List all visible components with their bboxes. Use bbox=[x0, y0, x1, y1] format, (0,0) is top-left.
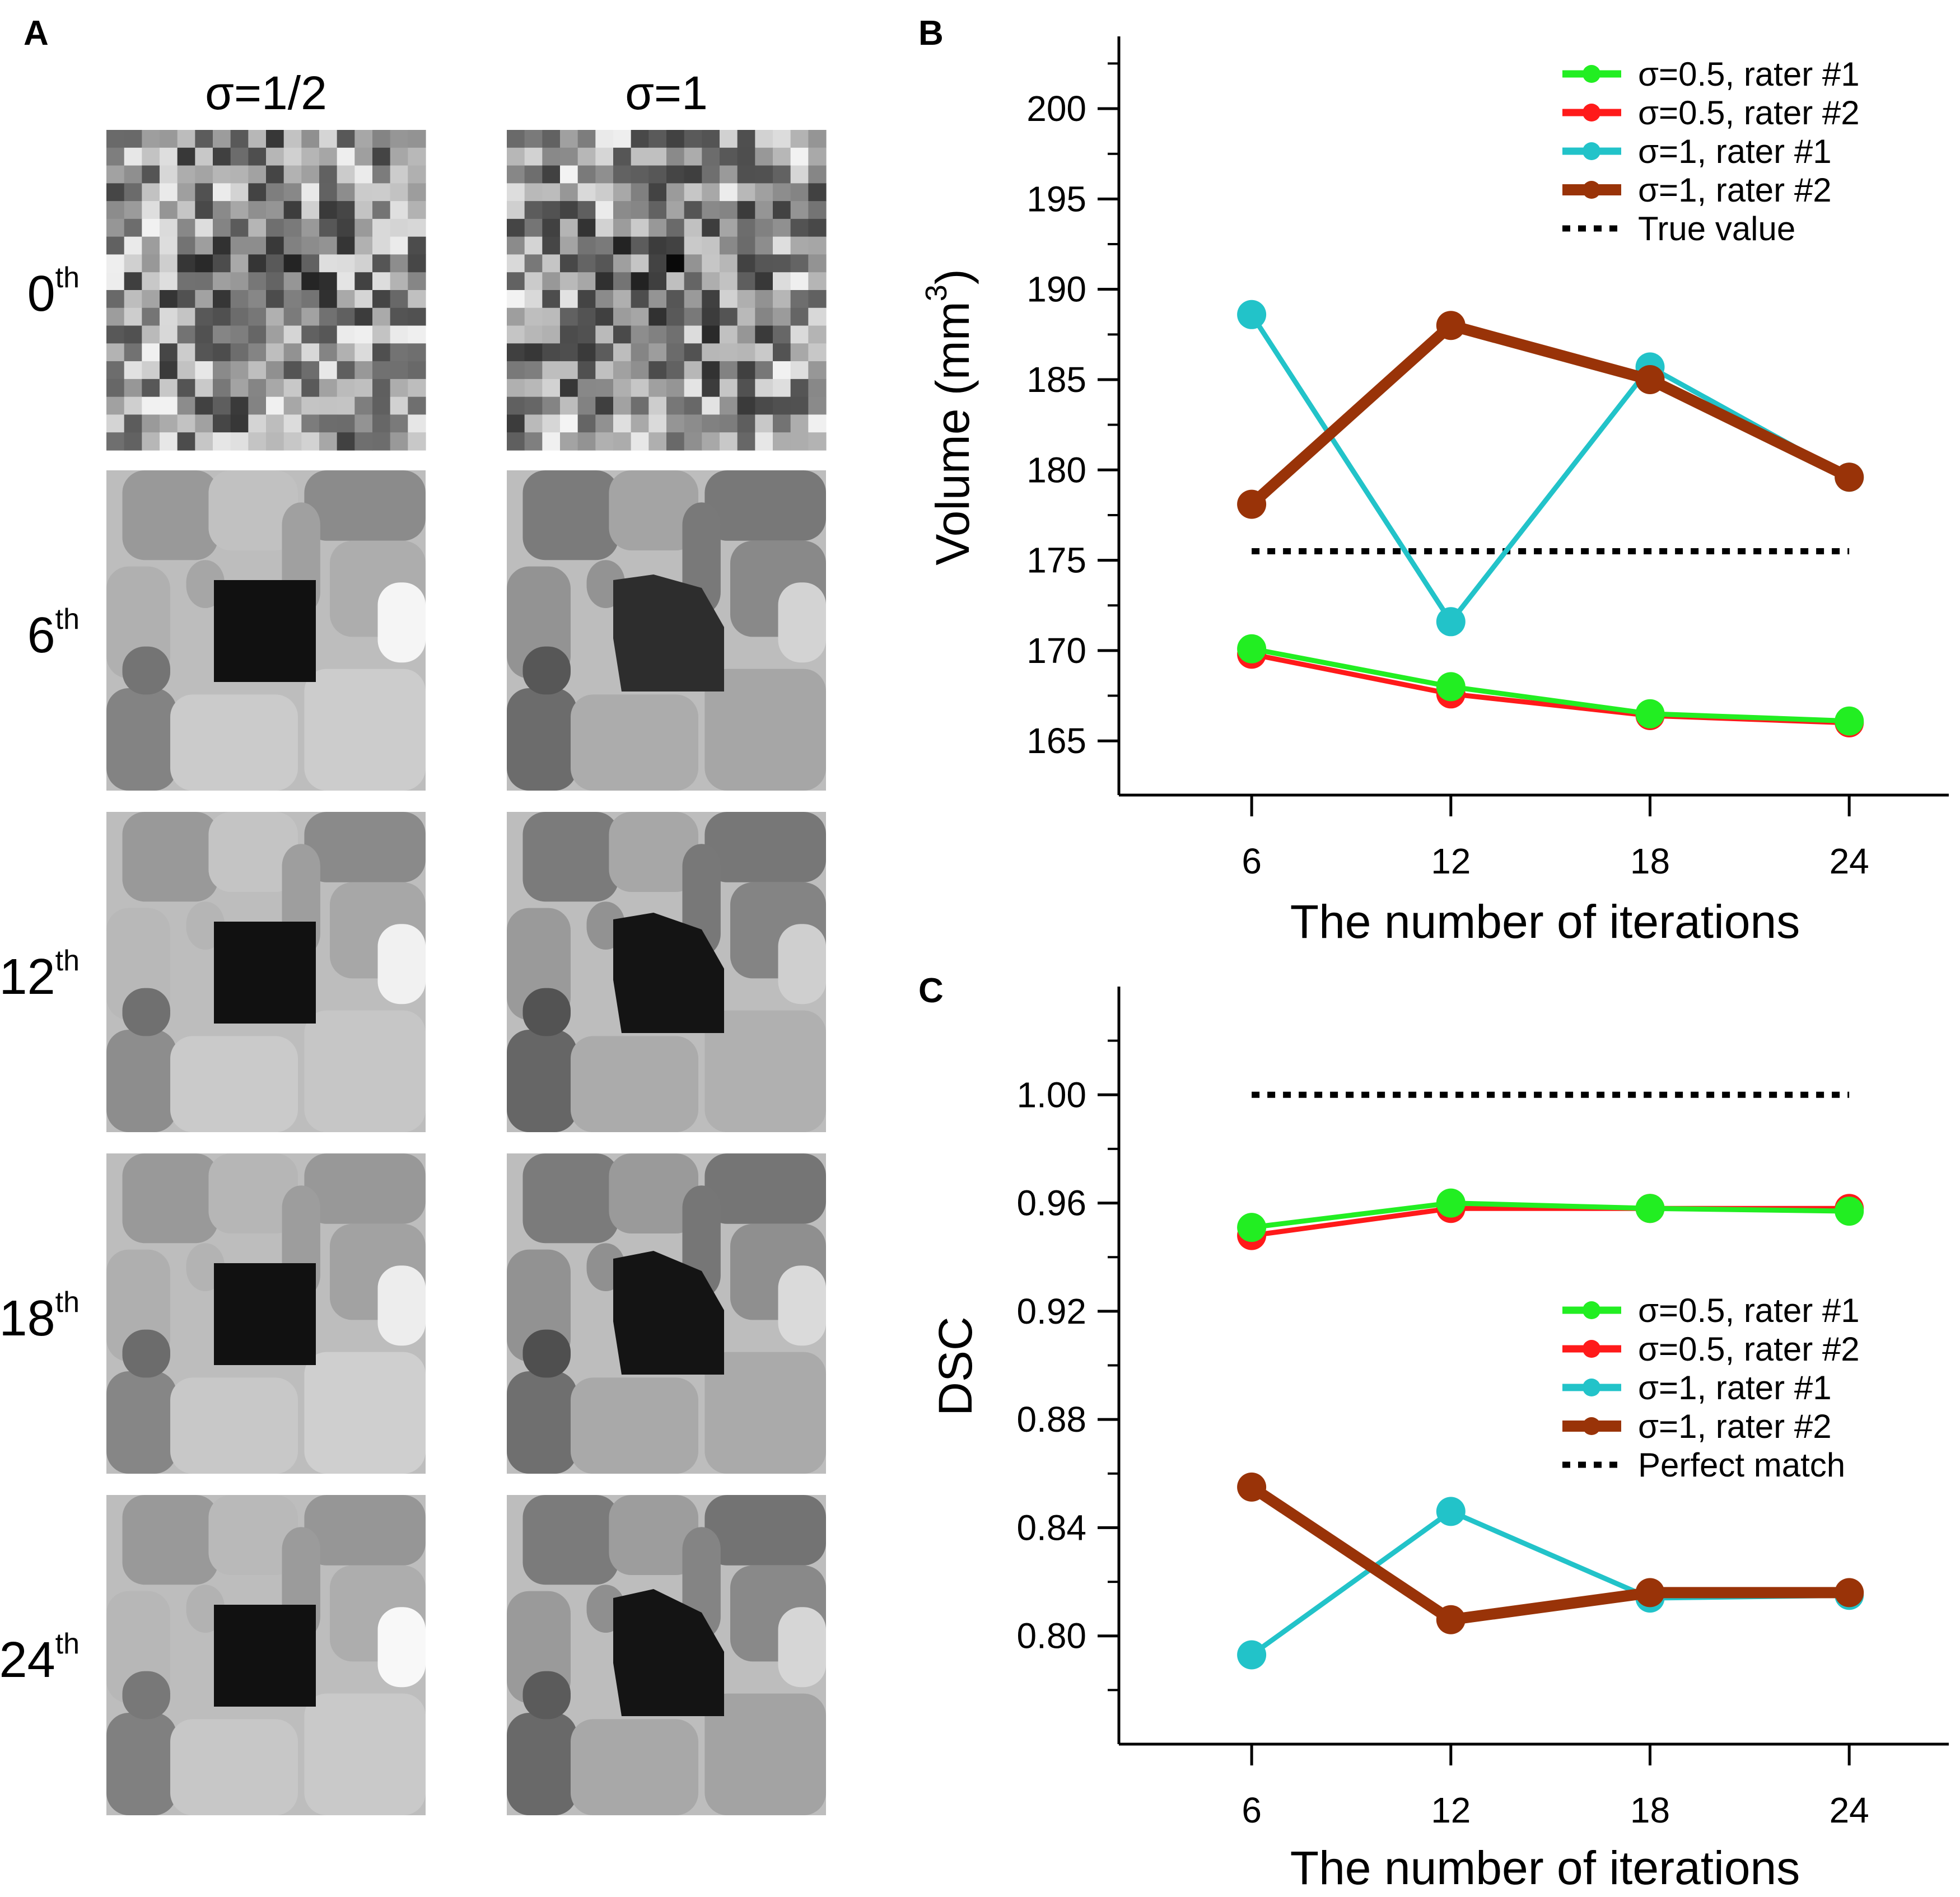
data-point bbox=[1237, 1640, 1267, 1670]
legend-label: σ=0.5, rater #2 bbox=[1638, 94, 1860, 132]
slice-image-one-18 bbox=[507, 1153, 826, 1474]
y-axis-label: Volume (mm3) bbox=[920, 269, 979, 565]
data-point bbox=[1436, 1605, 1466, 1634]
legend-label: True value bbox=[1638, 210, 1795, 247]
series-line bbox=[1248, 1482, 1850, 1625]
row-label-24: 24th bbox=[0, 1628, 80, 1688]
y-tick-label: 165 bbox=[1026, 721, 1086, 761]
data-point bbox=[1436, 311, 1466, 340]
slice-image-one-6 bbox=[507, 470, 826, 791]
data-point bbox=[1835, 1578, 1864, 1608]
y-tick-label: 200 bbox=[1026, 88, 1086, 129]
y-tick-label: 0.92 bbox=[1016, 1291, 1086, 1331]
row-label-18: 18th bbox=[0, 1286, 80, 1347]
data-point bbox=[1237, 300, 1267, 329]
legend: σ=0.5, rater #1σ=0.5, rater #2σ=1, rater… bbox=[1562, 55, 1860, 247]
panel-letter-b: B bbox=[918, 14, 944, 53]
legend-label: σ=1, rater #2 bbox=[1638, 1408, 1832, 1445]
legend-label: Perfect match bbox=[1638, 1446, 1845, 1484]
y-tick-label: 0.88 bbox=[1016, 1399, 1086, 1440]
y-tick-label: 0.96 bbox=[1016, 1183, 1086, 1223]
x-tick-label: 18 bbox=[1630, 841, 1670, 881]
data-point bbox=[1237, 1213, 1267, 1242]
legend-label: σ=1, rater #2 bbox=[1638, 171, 1832, 209]
x-tick-label: 24 bbox=[1830, 841, 1869, 881]
column-title-half: σ=1/2 bbox=[205, 67, 327, 119]
x-tick-label: 6 bbox=[1242, 841, 1262, 881]
panel-letter-c: C bbox=[918, 971, 944, 1010]
slice-image-half-0 bbox=[106, 130, 426, 451]
y-tick-label: 180 bbox=[1026, 450, 1086, 490]
data-point bbox=[1635, 365, 1665, 394]
slice-image-half-18 bbox=[106, 1153, 426, 1474]
column-title-one: σ=1 bbox=[625, 67, 708, 119]
legend-marker bbox=[1583, 65, 1600, 83]
data-point bbox=[1835, 462, 1864, 492]
legend-marker bbox=[1583, 104, 1600, 122]
x-axis-label: The number of iterations bbox=[1290, 1842, 1800, 1894]
panel-letter-a: A bbox=[24, 14, 49, 53]
y-tick-label: 195 bbox=[1026, 179, 1086, 219]
data-point bbox=[1835, 1197, 1864, 1226]
legend-marker bbox=[1583, 142, 1600, 160]
data-point bbox=[1436, 607, 1466, 637]
data-point bbox=[1835, 706, 1864, 736]
y-tick-label: 190 bbox=[1026, 269, 1086, 310]
y-axis-label: DSC bbox=[929, 1316, 982, 1415]
data-point bbox=[1237, 1472, 1267, 1502]
x-tick-label: 12 bbox=[1431, 841, 1471, 881]
legend-marker bbox=[1583, 1417, 1600, 1435]
legend-label: σ=0.5, rater #2 bbox=[1638, 1330, 1860, 1368]
series-line bbox=[1249, 313, 1851, 624]
data-point bbox=[1635, 699, 1665, 728]
legend-marker bbox=[1583, 1379, 1600, 1396]
row-label-12: 12th bbox=[0, 945, 80, 1005]
data-point bbox=[1436, 1188, 1466, 1218]
data-point bbox=[1436, 672, 1466, 702]
slice-image-one-24 bbox=[507, 1495, 826, 1815]
legend-label: σ=0.5, rater #1 bbox=[1638, 55, 1860, 93]
series-line bbox=[1251, 1200, 1850, 1230]
y-tick-label: 0.80 bbox=[1016, 1616, 1086, 1656]
series-line bbox=[1251, 1206, 1850, 1239]
legend-marker bbox=[1583, 181, 1600, 199]
data-point bbox=[1635, 1578, 1665, 1608]
data-point bbox=[1237, 489, 1267, 519]
legend: σ=0.5, rater #1σ=0.5, rater #2σ=1, rater… bbox=[1562, 1292, 1860, 1484]
slice-image-half-6 bbox=[106, 470, 426, 791]
y-tick-label: 185 bbox=[1026, 359, 1086, 400]
legend-label: σ=0.5, rater #1 bbox=[1638, 1292, 1860, 1329]
chart-dsc: C 0.80 0.84 0.88 0.92 0.96 1.00 6 12 18 24 The numb… bbox=[918, 971, 1949, 1894]
y-tick-label: 175 bbox=[1026, 540, 1086, 581]
x-tick-label: 12 bbox=[1431, 1790, 1471, 1830]
y-tick-label: 1.00 bbox=[1016, 1074, 1086, 1115]
legend-marker bbox=[1583, 1340, 1600, 1358]
data-point bbox=[1436, 1497, 1466, 1526]
legend-label: σ=1, rater #1 bbox=[1638, 133, 1832, 170]
data-point bbox=[1635, 1194, 1665, 1223]
x-tick-label: 18 bbox=[1630, 1790, 1670, 1830]
x-axis-label: The number of iterations bbox=[1290, 895, 1800, 948]
x-tick-label: 24 bbox=[1830, 1790, 1869, 1830]
slice-image-half-12 bbox=[106, 812, 426, 1132]
slice-image-one-12 bbox=[507, 812, 826, 1132]
legend-marker bbox=[1583, 1301, 1600, 1319]
x-tick-label: 6 bbox=[1242, 1790, 1262, 1830]
slice-image-half-24 bbox=[106, 1495, 426, 1815]
series-line bbox=[1250, 1508, 1850, 1657]
row-label-0: 0th bbox=[27, 261, 80, 322]
panel-a-image-grid: Aσ=1/2 σ=1 0th 6th 12th 18th 24th bbox=[0, 14, 827, 1815]
data-point bbox=[1237, 634, 1267, 664]
chart-volume: B 165 170 175 180 185 190 195 200 6 12 18 24 The numb… bbox=[918, 14, 1949, 948]
series-line bbox=[1248, 320, 1852, 509]
series-line bbox=[1251, 646, 1850, 724]
y-tick-label: 0.84 bbox=[1016, 1507, 1086, 1548]
slice-image-one-0 bbox=[507, 130, 827, 451]
y-tick-label: 170 bbox=[1026, 630, 1086, 671]
row-label-6: 6th bbox=[27, 603, 80, 664]
legend-label: σ=1, rater #1 bbox=[1638, 1369, 1832, 1407]
